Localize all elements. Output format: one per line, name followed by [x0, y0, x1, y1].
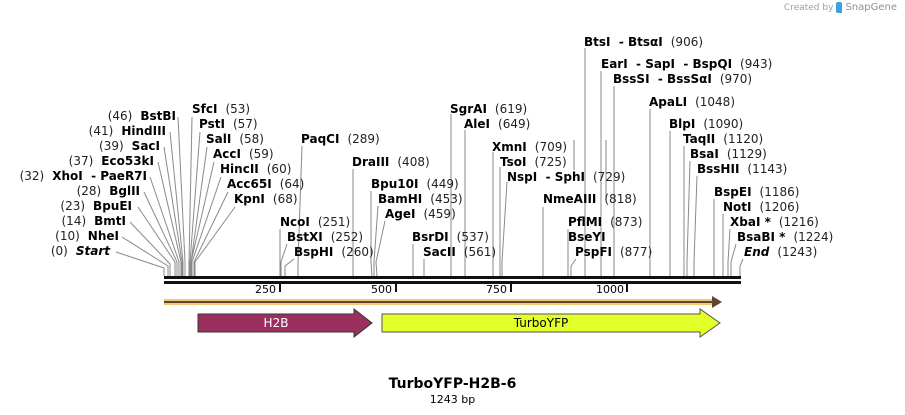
site-sfci[interactable]: SfcI (53): [192, 102, 251, 116]
site-start[interactable]: (0) Start: [50, 244, 110, 258]
site-saci[interactable]: (39) SacI: [99, 139, 160, 153]
site-nhei[interactable]: (10) NheI: [55, 229, 119, 243]
site-hindiii[interactable]: (41) HindIII: [88, 124, 166, 138]
site-bstbi[interactable]: (46) BstBI: [107, 109, 176, 123]
backbone-top: [164, 276, 741, 279]
site-tsoi[interactable]: TsoI (725): [500, 155, 567, 169]
site-sali[interactable]: SalI (58): [206, 132, 264, 146]
site-bspei[interactable]: BspEI (1186): [714, 185, 800, 199]
feature-turboyfp-arrow: [381, 308, 721, 338]
backbone-bottom: [164, 281, 741, 284]
site-btsi-btsai[interactable]: BtsI - BtsαI (906): [584, 35, 704, 49]
feature-label-turboyfp: TurboYFP: [513, 316, 569, 330]
site-bsshii[interactable]: BssHII (1143): [697, 162, 788, 176]
site-bseyi[interactable]: BseYI: [568, 230, 606, 244]
site-draiii[interactable]: DraIII (408): [352, 155, 430, 169]
site-psti[interactable]: PstI (57): [199, 117, 258, 131]
credit-brand: SnapGene: [845, 2, 897, 13]
snapgene-logo-icon: [836, 2, 843, 13]
site-end[interactable]: End (1243): [744, 245, 818, 259]
site-acc65i[interactable]: Acc65I (64): [227, 177, 305, 191]
site-acci[interactable]: AccI (59): [213, 147, 274, 161]
ruler-tick-250: 250: [255, 283, 276, 296]
feature-label-h2b: H2B: [263, 316, 289, 330]
ruler-tick-500: 500: [371, 283, 392, 296]
site-agei[interactable]: AgeI (459): [385, 207, 456, 221]
map-length: 1243 bp: [429, 393, 476, 406]
site-alei[interactable]: AleI (649): [464, 117, 531, 131]
site-xmni[interactable]: XmnI (709): [492, 140, 568, 154]
site-noti[interactable]: NotI (1206): [723, 200, 800, 214]
site-kpni[interactable]: KpnI (68): [234, 192, 298, 206]
orf-arrowhead: [712, 296, 722, 308]
site-paqci[interactable]: PaqCI (289): [301, 132, 380, 146]
site-nspi-sphi[interactable]: NspI - SphI (729): [507, 170, 626, 184]
site-pspfi[interactable]: PspFI (877): [575, 245, 653, 259]
site-apali[interactable]: ApaLI (1048): [649, 95, 735, 109]
site-bsabi[interactable]: BsaBI * (1224): [737, 230, 834, 244]
site-bamhi[interactable]: BamHI (453): [378, 192, 463, 206]
site-sgrai[interactable]: SgrAI (619): [450, 102, 528, 116]
site-bglii[interactable]: (28) BglII: [76, 184, 140, 198]
site-taqii[interactable]: TaqII (1120): [683, 132, 764, 146]
feature-h2b-arrow: [197, 307, 373, 339]
site-bsssi-bsssai[interactable]: BssSI - BssSαI (970): [613, 72, 753, 86]
site-bsrdi[interactable]: BsrDI (537): [412, 230, 489, 244]
site-xbai[interactable]: XbaI * (1216): [730, 215, 819, 229]
site-blpi[interactable]: BlpI (1090): [669, 117, 744, 131]
map-title: TurboYFP-H2B-6: [388, 376, 517, 392]
site-eari-sapi-bspqi[interactable]: EarI - SapI - BspQI (943): [601, 57, 773, 71]
site-sacii[interactable]: SacII (561): [423, 245, 497, 259]
site-bsai[interactable]: BsaI (1129): [690, 147, 767, 161]
ruler-tick-750: 750: [486, 283, 507, 296]
site-bsphi[interactable]: BspHI (260): [294, 245, 374, 259]
site-bpuei[interactable]: (23) BpuEI: [60, 199, 132, 213]
site-xhoi-paer7i[interactable]: (32) XhoI - PaeR7I: [19, 169, 147, 183]
site-ncoi[interactable]: NcoI (251): [280, 215, 351, 229]
site-line-start: [115, 251, 165, 276]
site-bmti[interactable]: (14) BmtI: [61, 214, 127, 228]
site-nmeaiii[interactable]: NmeAIII (818): [543, 192, 637, 206]
site-bpu10i[interactable]: Bpu10I (449): [371, 177, 459, 191]
credit-text: Created by: [783, 2, 834, 13]
site-bstxi[interactable]: BstXI (252): [287, 230, 364, 244]
site-hincii[interactable]: HincII (60): [220, 162, 292, 176]
site-eco53ki[interactable]: (37) Eco53kI: [68, 154, 154, 168]
ruler-tick-1000: 1000: [596, 283, 624, 296]
site-pflmi[interactable]: PflMI (873): [568, 215, 643, 229]
snapgene-credit: Created by SnapGene: [784, 2, 897, 13]
